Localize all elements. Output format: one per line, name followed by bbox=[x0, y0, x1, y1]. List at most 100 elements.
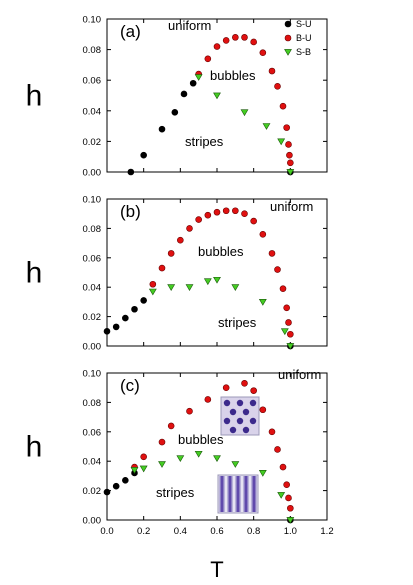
data-point-B-U bbox=[268, 428, 276, 436]
data-point-B-U bbox=[222, 207, 230, 215]
panel-a: 0.00 0.02 0.04 0.06 0.08 0.10 h (a) uniform bubbl… bbox=[26, 15, 328, 179]
region-label-stripes: stripes bbox=[156, 485, 195, 500]
data-point-B-U bbox=[285, 319, 292, 326]
region-label-bubbles: bubbles bbox=[210, 68, 256, 83]
panel-label: (a) bbox=[120, 22, 141, 41]
data-point-B-U bbox=[222, 384, 230, 392]
data-point-B-U bbox=[167, 250, 175, 257]
data-point-S-B bbox=[231, 284, 240, 291]
data-point-S-B bbox=[277, 138, 286, 146]
data-point-S-B bbox=[158, 461, 166, 468]
data-point-S-B bbox=[194, 74, 203, 81]
data-point-S-B bbox=[286, 343, 295, 350]
panel-label: (c) bbox=[120, 376, 140, 395]
data-point-B-U bbox=[268, 250, 276, 257]
y-tick-label: 0.08 bbox=[83, 224, 102, 235]
y-axis-label: h bbox=[26, 257, 43, 290]
data-point-B-U bbox=[241, 379, 248, 387]
data-point-S-B bbox=[262, 123, 271, 130]
y-tick-label: 0.06 bbox=[83, 253, 102, 264]
bubble-dot bbox=[223, 417, 231, 425]
y-tick-label: 0.02 bbox=[83, 312, 102, 323]
data-point-B-U bbox=[149, 280, 157, 288]
stripe-bar bbox=[243, 476, 249, 512]
data-point-B-U bbox=[287, 330, 294, 338]
data-point-S-B bbox=[139, 465, 148, 473]
data-point-S-B bbox=[194, 450, 203, 458]
data-point-S-U bbox=[112, 482, 120, 490]
bubble-dot bbox=[242, 408, 250, 416]
data-point-B-U bbox=[232, 207, 239, 215]
y-tick-label: 0.06 bbox=[83, 427, 102, 438]
y-tick-label: 0.10 bbox=[83, 369, 102, 380]
data-point-S-B bbox=[148, 288, 157, 296]
data-point-B-U bbox=[283, 124, 290, 131]
legend-marker-S-B bbox=[284, 49, 292, 56]
bubble-pattern-inset bbox=[220, 396, 260, 436]
series-S-U bbox=[103, 469, 294, 524]
data-point-B-U bbox=[274, 446, 281, 453]
data-point-S-B bbox=[213, 92, 221, 100]
y-tick-label: 0.10 bbox=[83, 195, 102, 206]
bubble-dot bbox=[242, 426, 250, 434]
data-point-S-B bbox=[213, 276, 221, 284]
y-tick-label: 0.02 bbox=[83, 137, 102, 148]
series-B-U bbox=[131, 379, 294, 512]
data-point-B-U bbox=[285, 141, 292, 148]
x-tick-label: 1.2 bbox=[320, 526, 333, 537]
bubble-dot bbox=[223, 399, 231, 407]
data-point-B-U bbox=[279, 463, 287, 471]
data-point-B-U bbox=[241, 210, 248, 217]
y-tick-label: 0.00 bbox=[83, 168, 102, 179]
data-point-B-U bbox=[177, 236, 184, 244]
data-point-S-U bbox=[180, 90, 188, 98]
region-label-stripes: stripes bbox=[185, 134, 224, 149]
y-tick-label: 0.06 bbox=[83, 76, 102, 87]
data-point-S-B bbox=[280, 328, 289, 336]
data-point-S-B bbox=[258, 299, 267, 306]
data-point-B-U bbox=[283, 481, 290, 489]
data-point-S-U bbox=[103, 488, 111, 496]
y-axis-label: h bbox=[26, 80, 43, 113]
data-point-B-U bbox=[283, 304, 290, 312]
legend-label-S-U: S-U bbox=[296, 19, 312, 29]
legend-label-S-B: S-B bbox=[296, 47, 311, 57]
data-point-S-B bbox=[231, 461, 240, 468]
y-tick-label: 0.04 bbox=[83, 283, 102, 294]
data-point-S-B bbox=[185, 284, 194, 291]
data-point-S-U bbox=[158, 125, 166, 133]
series-S-B bbox=[148, 276, 295, 350]
y-tick-label: 0.00 bbox=[83, 342, 102, 353]
data-point-B-U bbox=[186, 225, 193, 232]
data-point-B-U bbox=[158, 264, 166, 272]
legend-marker-B-U bbox=[284, 34, 292, 42]
data-point-B-U bbox=[287, 504, 294, 512]
data-point-S-U bbox=[140, 151, 147, 159]
stripe-bar bbox=[227, 476, 233, 512]
data-point-B-U bbox=[259, 230, 267, 238]
data-point-B-U bbox=[285, 494, 292, 502]
data-point-B-U bbox=[268, 67, 276, 75]
data-point-S-B bbox=[286, 517, 295, 524]
x-tick-label: 0.2 bbox=[137, 526, 150, 537]
data-point-S-B bbox=[213, 455, 221, 463]
bubble-dot bbox=[249, 399, 257, 407]
data-point-S-B bbox=[167, 284, 176, 291]
x-tick-label: 0.0 bbox=[100, 526, 113, 537]
data-point-B-U bbox=[222, 37, 230, 44]
y-tick-label: 0.04 bbox=[83, 106, 102, 117]
bubble-dot bbox=[249, 417, 257, 425]
stripe-bar bbox=[219, 476, 225, 512]
data-point-S-B bbox=[176, 455, 185, 463]
y-tick-label: 0.02 bbox=[83, 486, 102, 497]
data-point-B-U bbox=[287, 159, 294, 167]
series-B-U bbox=[149, 207, 294, 338]
region-label-stripes: stripes bbox=[218, 315, 257, 330]
data-point-S-U bbox=[189, 79, 197, 87]
data-point-B-U bbox=[140, 453, 147, 461]
region-label-uniform: uniform bbox=[278, 367, 321, 382]
x-tick-label: 0.6 bbox=[210, 526, 223, 537]
data-point-S-B bbox=[203, 278, 212, 286]
bubble-dot bbox=[229, 408, 237, 416]
